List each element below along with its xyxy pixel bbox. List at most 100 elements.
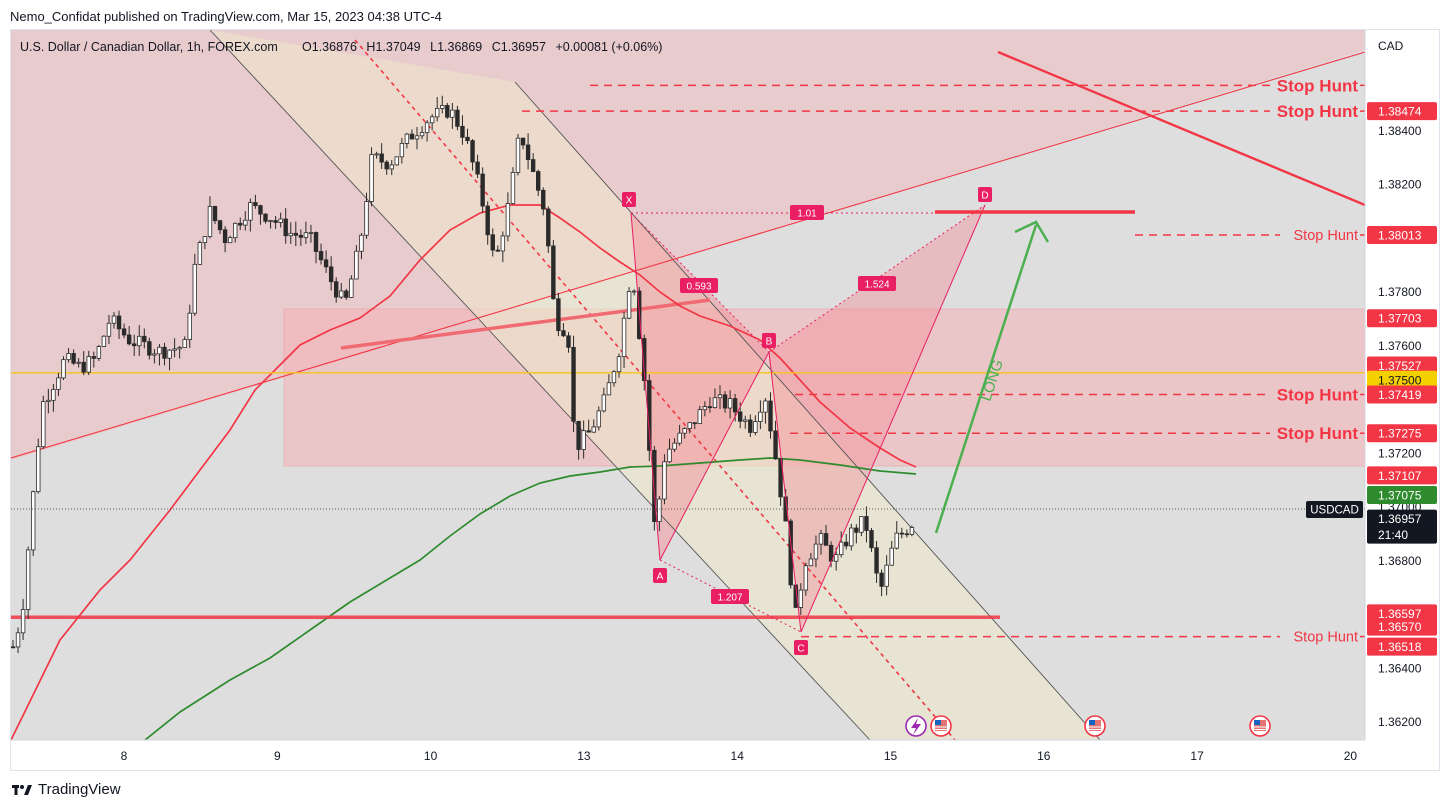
candle-body [611,371,617,384]
candle-body [672,442,677,450]
ratio-label-ac: 1.207 [711,589,749,604]
symbol-tag-text: USDCAD [1310,505,1359,517]
candle-body [303,232,309,238]
candle-body [384,161,389,170]
low-value: 1.36869 [437,40,482,54]
ratio-label-bd: 1.524 [858,276,896,291]
candle-body [823,533,829,546]
price-badge: 21:40 [1367,525,1437,544]
y-tick-label: 1.36800 [1378,554,1422,568]
tradingview-logo[interactable]: TradingView [12,781,121,798]
svg-text:1.524: 1.524 [864,280,889,291]
channel-lower-line [209,30,871,740]
candle-body [717,394,723,399]
candle-body [753,421,758,433]
price-badge: 1.36957 [1367,509,1437,528]
stop-hunt-labels: Stop Hunt Stop Hunt Stop Hunt Stop Hunt Stop… [1277,76,1359,645]
x-tick-label: 9 [274,749,281,763]
candle-body [349,278,354,298]
x-tick-label: 14 [731,749,745,763]
candle-body [11,646,16,649]
candle-body [36,446,41,493]
price-badge-text: 1.37275 [1378,427,1422,441]
svg-text:A: A [657,572,664,583]
event-icons[interactable] [905,715,1271,737]
price-badge-text: 1.38013 [1378,228,1422,242]
candle-body [404,133,410,144]
price-badge: 1.37703 [1367,309,1437,328]
candle-body [616,356,622,373]
candle-body [56,377,61,390]
candle-body [475,161,480,175]
svg-text:B: B [766,337,773,348]
svg-text:1.01: 1.01 [797,209,817,220]
us-flag-event-icon[interactable] [930,715,952,737]
candle-body [374,153,379,156]
price-badge: 1.37275 [1367,424,1437,443]
channel-mid-dotted [354,39,956,740]
open-value: 1.36876 [312,40,357,54]
stop-hunt-label: Stop Hunt [1294,630,1359,646]
harmonic-bcd-fill [769,205,985,632]
symbol-description: U.S. Dollar / Canadian Dollar, 1h, FOREX… [20,40,278,54]
price-badge-text: 1.37703 [1378,312,1422,326]
candle-body [601,394,607,412]
candle-body [869,530,874,549]
us-flag-event-icon[interactable] [1084,715,1106,737]
candle-body [283,218,288,237]
svg-text:0.593: 0.593 [686,282,711,293]
x-tick-label: 17 [1190,749,1204,763]
candle-body [465,136,470,142]
candle-body [389,164,394,170]
candle-body [30,491,36,551]
high-label: H [366,40,375,54]
candle-body [212,206,218,222]
candle-body [500,235,506,252]
tradingview-brand: TradingView [38,781,121,798]
ratio-label-xd: 1.01 [790,205,824,220]
time-axis[interactable]: 8 9 10 13 14 15 16 17 20 [11,739,1439,770]
candle-body [556,298,561,332]
y-tick-label: 1.36400 [1378,661,1422,675]
candle-body [308,232,314,234]
candle-body [253,202,258,207]
harmonic-cd-line [800,204,986,633]
candle-body [662,461,667,500]
candle-body [687,422,692,429]
price-badge-text: 1.37500 [1378,373,1422,387]
candle-body [121,328,127,336]
harmonic-xa-line [630,212,661,561]
candle-body [333,281,339,298]
price-axis[interactable]: CAD 1.38400 1.38200 1.37800 1.37600 1.37200 1… [1364,30,1439,740]
candle-body [243,219,248,226]
candle-body [137,335,142,347]
price-badge-text: 1.38474 [1378,105,1422,119]
price-badge: 1.38474 [1367,102,1437,121]
candle-body [152,353,157,356]
candle-body [520,137,526,146]
candle-body [445,105,450,118]
candle-body [202,236,208,244]
point-c-label: C [794,640,808,655]
svg-text:D: D [981,191,988,202]
candle-body [429,116,435,124]
stop-hunt-label: Stop Hunt [1294,228,1359,244]
candle-body [298,234,304,238]
candle-body [379,153,384,163]
candle-body [546,208,551,247]
candle-body [414,135,420,140]
candle-body [172,348,177,351]
ema-red-line [11,204,917,740]
candle-body [571,346,576,422]
candle-body [748,419,753,433]
price-badge-text: 1.37527 [1378,359,1422,373]
candle-body [591,426,596,433]
price-badge-text: 1.36570 [1378,620,1422,634]
flash-event-icon[interactable] [905,715,927,737]
candle-body [495,249,500,252]
candle-body [101,335,107,347]
candle-body [369,154,374,202]
candle-body [232,222,238,239]
us-flag-event-icon[interactable] [1249,715,1271,737]
